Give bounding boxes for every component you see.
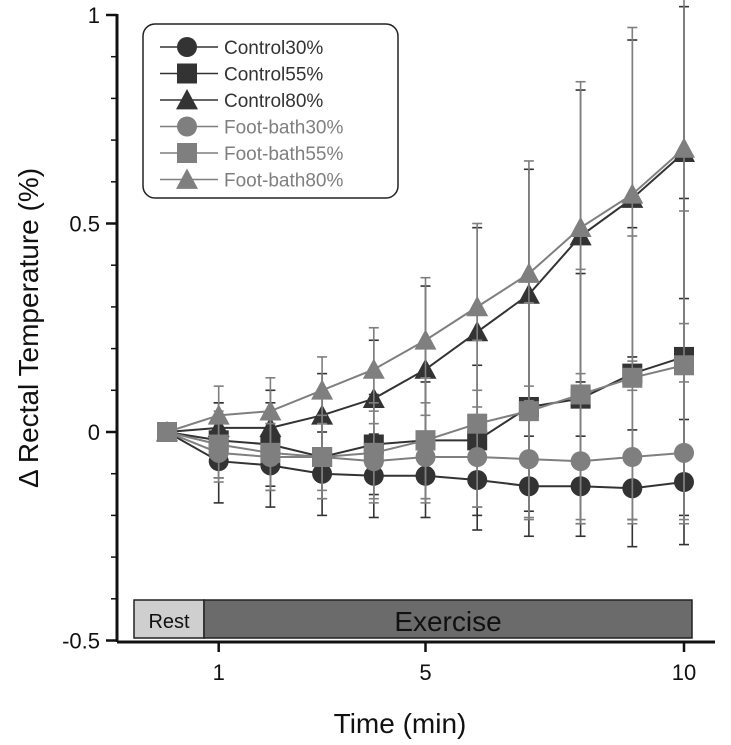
data-point xyxy=(517,262,540,283)
data-point xyxy=(518,401,539,422)
legend-label: Foot-bath30% xyxy=(224,118,343,139)
data-point xyxy=(362,358,385,379)
x-tick-label: 10 xyxy=(672,660,696,685)
legend-marker xyxy=(177,37,197,57)
data-point xyxy=(467,413,488,434)
legend-marker xyxy=(177,63,197,84)
legend-item: Control30% xyxy=(160,37,323,59)
legend-marker xyxy=(176,168,198,189)
rest-label: Rest xyxy=(148,611,190,633)
data-point xyxy=(156,421,178,442)
data-point xyxy=(259,400,282,421)
legend-label: Control55% xyxy=(224,65,323,86)
rest-bar xyxy=(133,599,205,639)
data-point xyxy=(311,379,334,400)
data-point xyxy=(260,442,281,463)
data-point xyxy=(569,216,592,238)
legend-item: Foot-bath55% xyxy=(160,143,343,165)
y-tick-label: 0.5 xyxy=(69,212,100,237)
legend-box xyxy=(142,23,399,199)
legend-marker xyxy=(177,116,197,137)
legend-item: Control80% xyxy=(160,89,323,112)
x-axis-title: Time (min) xyxy=(334,708,467,739)
data-point xyxy=(415,430,436,451)
y-tick-label: 1 xyxy=(88,3,100,28)
legend-label: Foot-bath80% xyxy=(224,171,343,192)
exercise-bar xyxy=(203,599,693,639)
data-point xyxy=(570,384,591,405)
data-point xyxy=(674,355,694,376)
legend-item: Control55% xyxy=(160,63,323,86)
data-point xyxy=(363,442,384,463)
legend-item: Foot-bath30% xyxy=(160,116,343,139)
data-point xyxy=(207,404,230,425)
legend-label: Control80% xyxy=(224,91,323,112)
data-point xyxy=(466,295,489,317)
legend-item: Foot-bath80% xyxy=(160,168,343,192)
series-Foot-bath80% xyxy=(156,0,695,446)
legend-marker xyxy=(177,143,197,163)
y-axis-title: Δ Rectal Temperature (%) xyxy=(13,168,44,488)
legend-label: Foot-bath55% xyxy=(224,144,343,165)
y-ticks: -0.5 0 0.5 1 xyxy=(62,3,117,654)
legend-marker xyxy=(176,89,198,110)
x-ticks: 1 5 10 xyxy=(213,642,696,685)
data-point xyxy=(312,447,333,468)
data-point xyxy=(622,367,643,388)
x-tick-label: 5 xyxy=(419,660,431,685)
data-point xyxy=(673,137,695,158)
y-tick-label: -0.5 xyxy=(62,629,100,654)
series-layer xyxy=(156,0,695,548)
data-point xyxy=(621,183,644,204)
x-tick-label: 1 xyxy=(213,660,225,685)
legend: Control30% Control55% Control80% Foot-bath3… xyxy=(160,37,343,192)
y-tick-label: 0 xyxy=(88,420,100,445)
exercise-label: Exercise xyxy=(394,606,501,637)
data-point xyxy=(414,329,437,350)
legend-label: Control30% xyxy=(224,38,323,59)
